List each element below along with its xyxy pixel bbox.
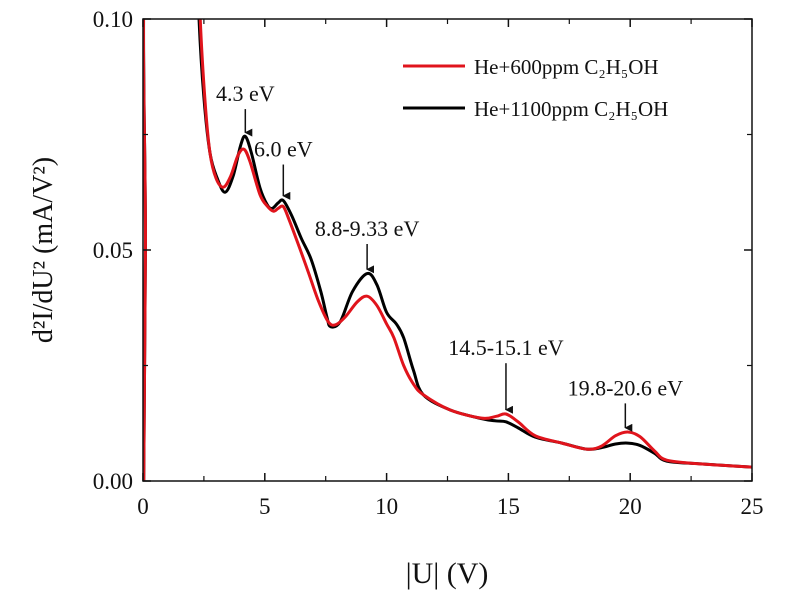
x-tick-label: 10 <box>375 494 398 519</box>
y-tick-label: 0.05 <box>93 238 133 263</box>
x-tick-label: 0 <box>137 494 149 519</box>
annotation-label: 19.8-20.6 eV <box>568 375 684 400</box>
annotation-label: 14.5-15.1 eV <box>448 335 564 360</box>
annotation-label: 4.3 eV <box>216 81 275 106</box>
annotation-label: 6.0 eV <box>254 137 313 162</box>
x-axis-label: |U| (V) <box>406 557 489 590</box>
x-tick-label: 20 <box>619 494 642 519</box>
x-tick-label: 5 <box>259 494 271 519</box>
legend: He+600ppm C₂H₅OH He+1100ppm C₂H₅OH <box>403 55 668 121</box>
series-line-600ppm <box>143 19 752 481</box>
y-tick-label: 0.00 <box>93 469 133 494</box>
x-tick-label: 15 <box>497 494 520 519</box>
x-tick-label: 25 <box>741 494 764 519</box>
y-tick-label: 0.10 <box>93 7 133 32</box>
legend-label-1100ppm: He+1100ppm C₂H₅OH <box>474 97 668 121</box>
y-axis-label: d²I/dU² (mA/V²) <box>28 157 59 343</box>
annotation-label: 8.8-9.33 eV <box>315 216 420 241</box>
legend-label-600ppm: He+600ppm C₂H₅OH <box>474 55 659 79</box>
